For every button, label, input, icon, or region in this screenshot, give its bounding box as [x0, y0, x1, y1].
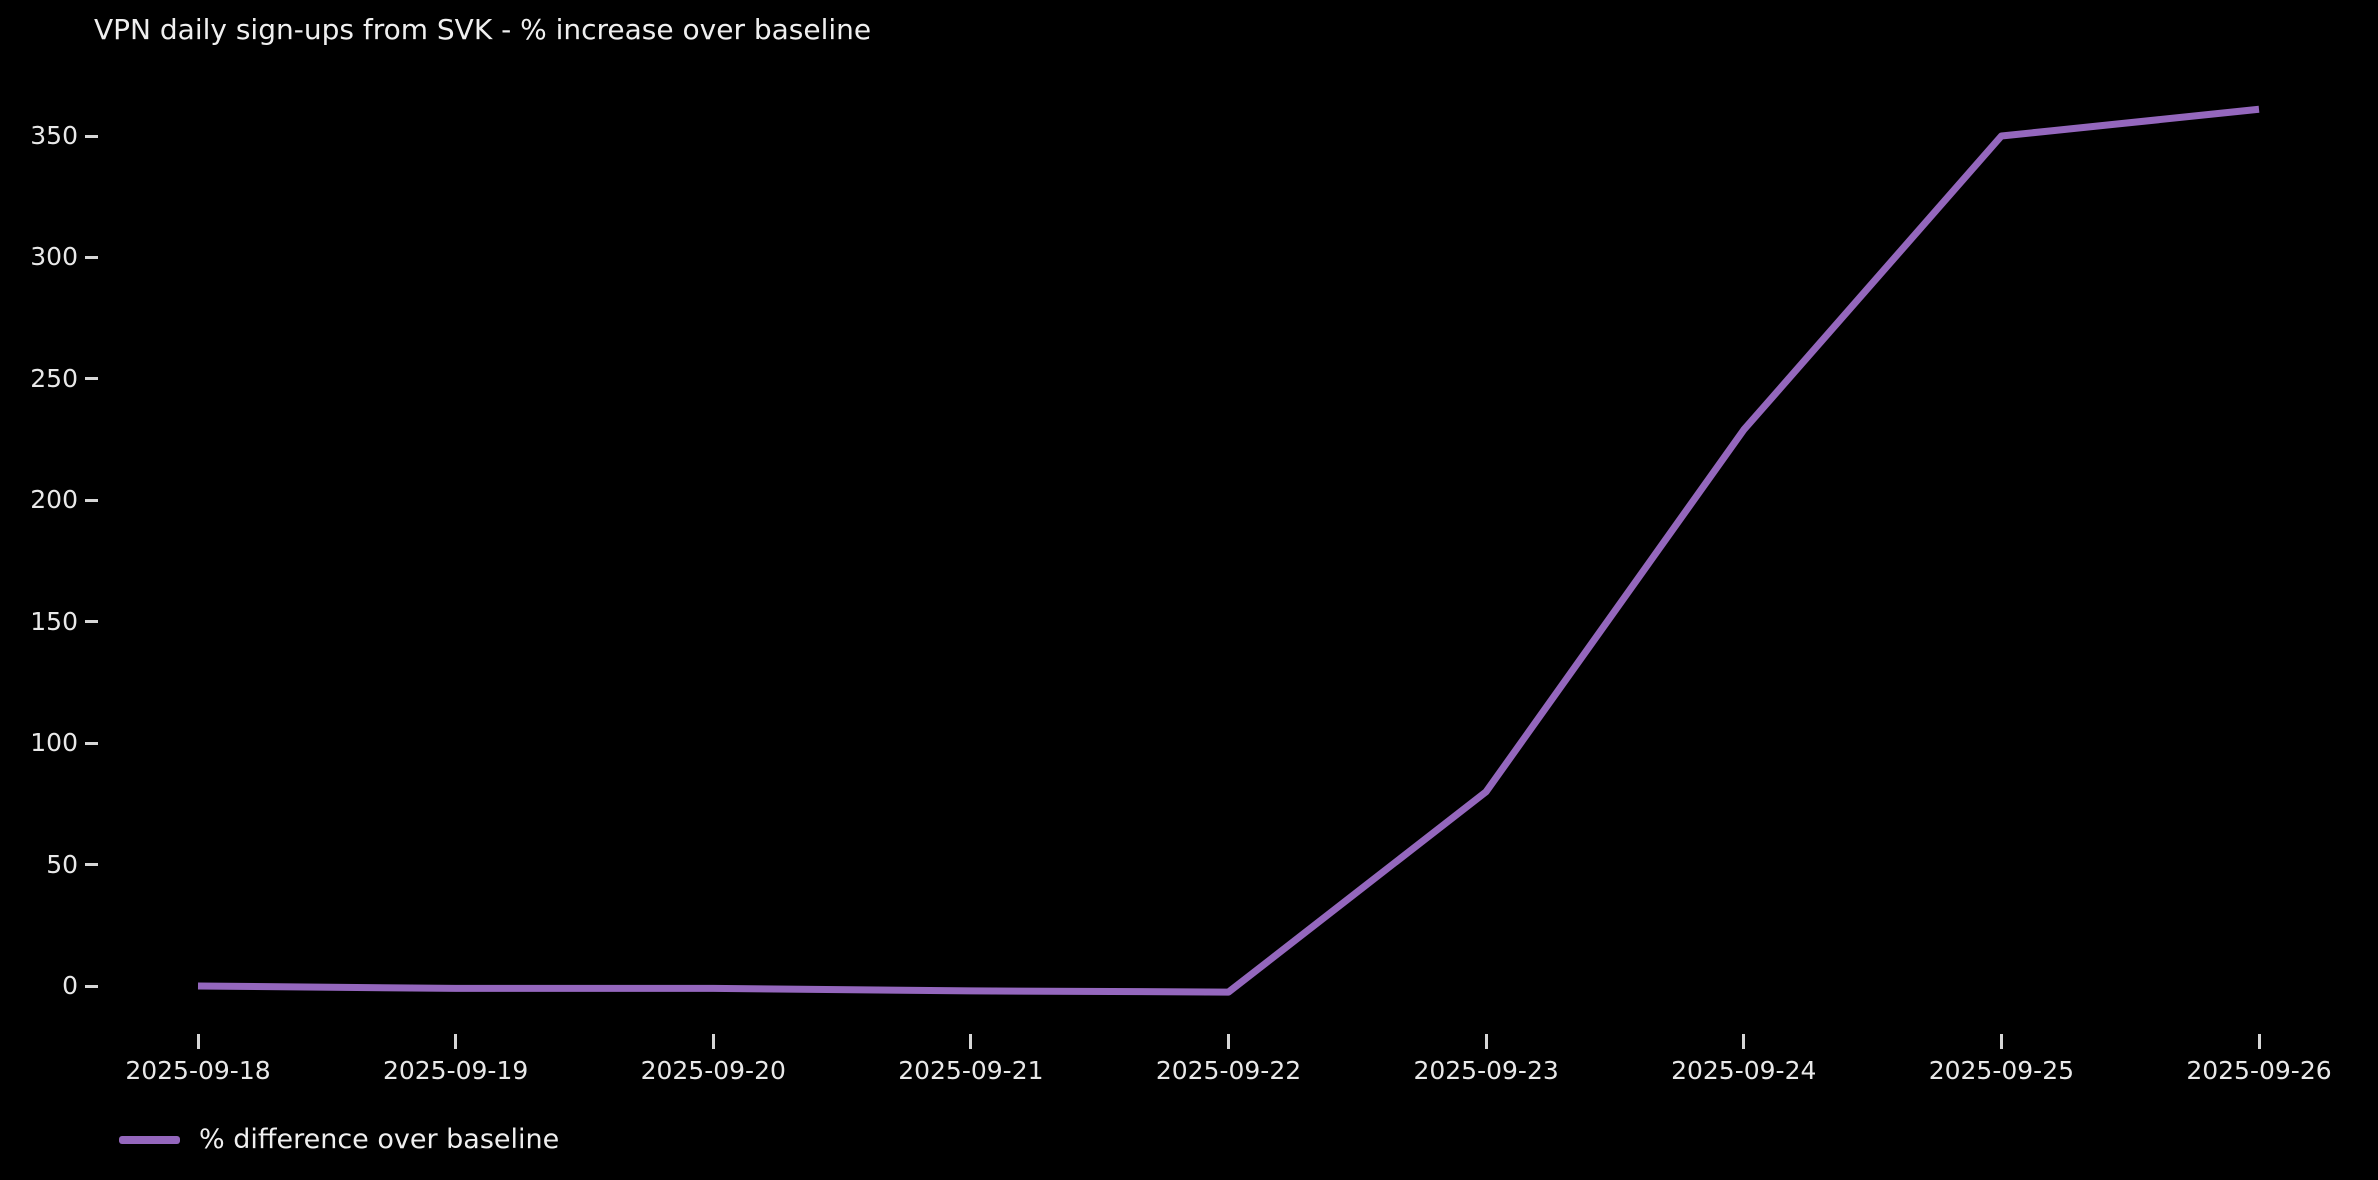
y-tick-mark — [85, 620, 98, 624]
y-tick-mark — [85, 863, 98, 867]
x-tick-label: 2025-09-22 — [1155, 1056, 1302, 1085]
x-tick-label: 2025-09-25 — [1928, 1056, 2075, 1085]
x-tick-mark — [1742, 1034, 1746, 1049]
y-tick-label: 0 — [62, 971, 78, 1000]
y-tick-mark — [85, 255, 98, 259]
x-tick-label: 2025-09-19 — [382, 1056, 529, 1085]
y-tick-label: 350 — [30, 121, 78, 150]
y-tick-label: 50 — [46, 849, 78, 879]
x-tick-mark — [2257, 1034, 2261, 1049]
x-tick-mark — [196, 1034, 200, 1049]
x-tick-mark — [711, 1034, 715, 1049]
x-tick-label: 2025-09-18 — [125, 1056, 271, 1085]
y-tick-label: 150 — [30, 606, 78, 636]
x-tick-label: 2025-09-21 — [898, 1056, 1044, 1085]
y-tick-mark — [85, 984, 98, 988]
y-tick-mark — [85, 134, 98, 138]
x-tick-mark — [1999, 1034, 2003, 1049]
x-tick-mark — [454, 1034, 458, 1049]
x-tick-mark — [969, 1034, 973, 1049]
x-tick-label: 2025-09-20 — [640, 1056, 786, 1085]
y-tick-label: 300 — [30, 242, 78, 272]
y-tick-mark — [85, 498, 98, 502]
y-tick-label: 250 — [30, 363, 78, 393]
legend-label: % difference over baseline — [199, 1124, 560, 1155]
x-tick-label: 2025-09-24 — [1671, 1056, 1817, 1085]
x-tick-mark — [1484, 1034, 1488, 1049]
y-tick-mark — [85, 377, 98, 381]
legend: % difference over baseline — [119, 1124, 559, 1155]
y-tick-label: 100 — [30, 728, 78, 758]
chart-title: VPN daily sign-ups from SVK - % increase… — [94, 13, 872, 46]
y-tick-mark — [85, 741, 98, 745]
x-tick-label: 2025-09-26 — [2186, 1056, 2332, 1085]
y-tick-label: 200 — [30, 485, 78, 515]
data-line--difference-over-baseline — [197, 105, 2260, 996]
x-tick-mark — [1227, 1034, 1230, 1049]
x-tick-label: 2025-09-23 — [1413, 1056, 1559, 1085]
legend-line-swatch — [119, 1135, 180, 1144]
